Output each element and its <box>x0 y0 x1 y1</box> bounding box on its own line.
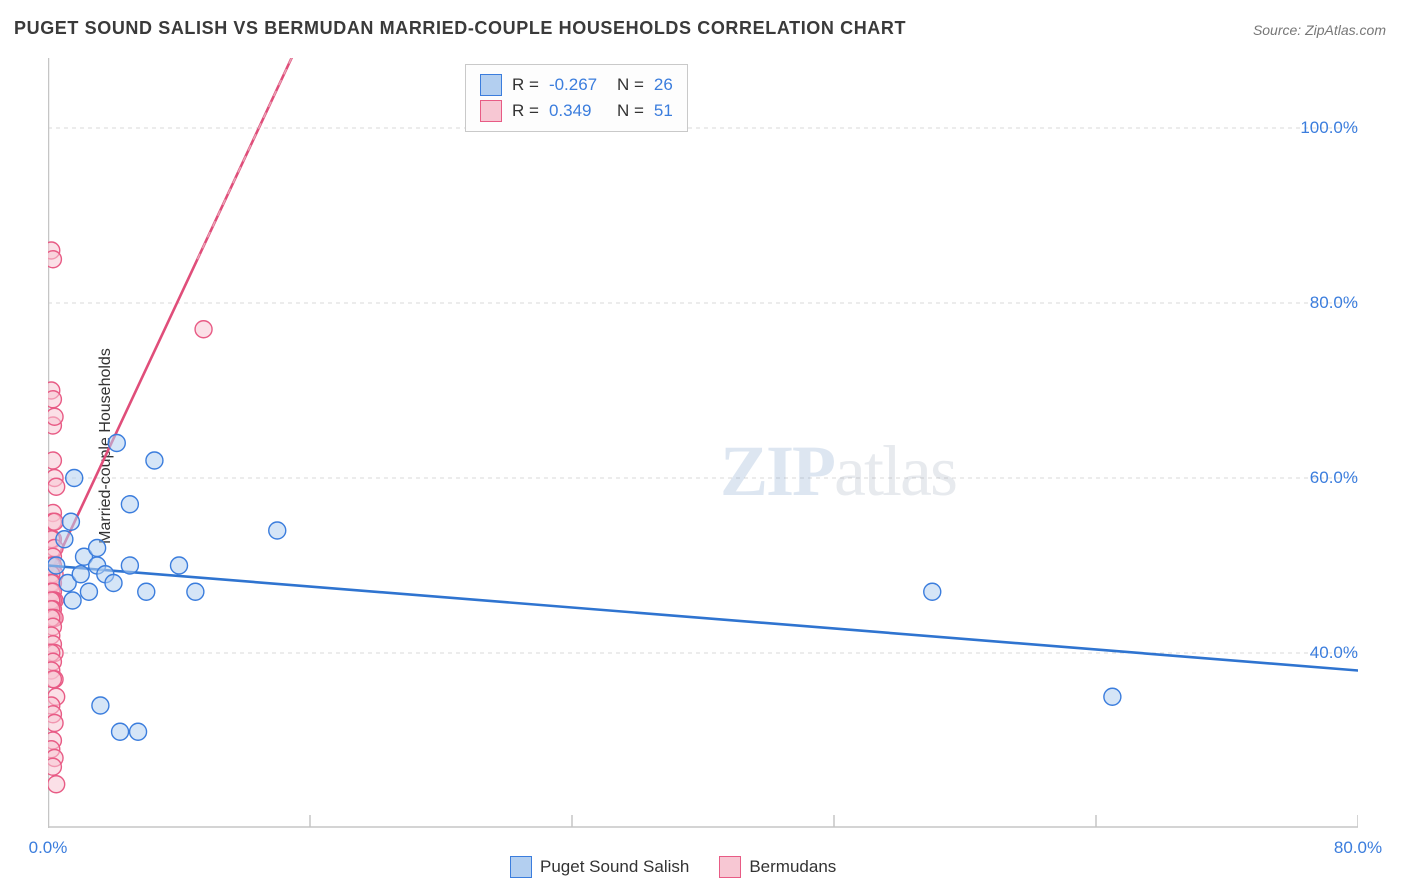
scatter-plot <box>48 58 1358 828</box>
n-value: 26 <box>654 72 673 98</box>
y-tick-label: 40.0% <box>1288 643 1358 663</box>
x-tick-label: 0.0% <box>29 838 68 858</box>
legend-swatch <box>719 856 741 878</box>
n-label: N = <box>617 72 644 98</box>
legend-item: Bermudans <box>719 856 836 878</box>
r-label: R = <box>512 72 539 98</box>
source-label: Source: ZipAtlas.com <box>1253 22 1386 38</box>
y-tick-label: 80.0% <box>1288 293 1358 313</box>
watermark: ZIPatlas <box>720 430 956 513</box>
series-legend: Puget Sound Salish Bermudans <box>510 856 836 878</box>
legend-label: Puget Sound Salish <box>540 857 689 877</box>
n-label: N = <box>617 98 644 124</box>
x-tick-label: 80.0% <box>1334 838 1382 858</box>
legend-label: Bermudans <box>749 857 836 877</box>
chart-title: PUGET SOUND SALISH VS BERMUDAN MARRIED-C… <box>14 18 906 39</box>
legend-swatch <box>480 74 502 96</box>
legend-row: R = -0.267 N = 26 <box>480 72 673 98</box>
y-tick-label: 60.0% <box>1288 468 1358 488</box>
legend-row: R = 0.349 N = 51 <box>480 98 673 124</box>
legend-swatch <box>510 856 532 878</box>
y-tick-label: 100.0% <box>1288 118 1358 138</box>
r-value: 0.349 <box>549 98 607 124</box>
legend-swatch <box>480 100 502 122</box>
n-value: 51 <box>654 98 673 124</box>
r-value: -0.267 <box>549 72 607 98</box>
correlation-legend: R = -0.267 N = 26 R = 0.349 N = 51 <box>465 64 688 132</box>
chart-container: PUGET SOUND SALISH VS BERMUDAN MARRIED-C… <box>0 0 1406 892</box>
r-label: R = <box>512 98 539 124</box>
legend-item: Puget Sound Salish <box>510 856 689 878</box>
